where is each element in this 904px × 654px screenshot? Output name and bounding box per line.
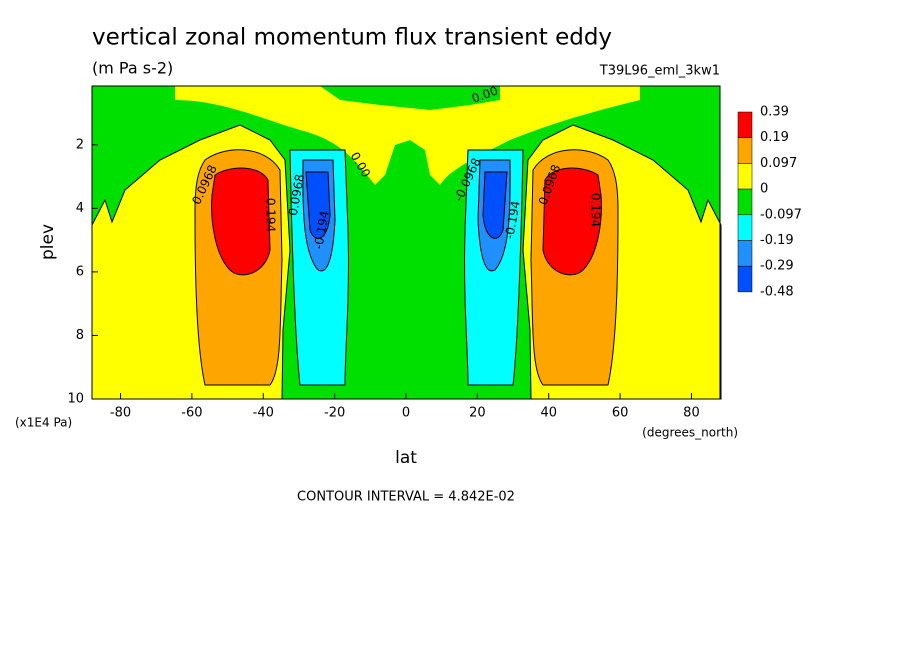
x-tick-label: 0 [402, 406, 410, 421]
y-tick-label: 4 [76, 201, 84, 216]
colorbar-box [737, 111, 753, 138]
x-tick-label: -60 [181, 406, 202, 421]
y-tick-label: 2 [76, 137, 84, 152]
y-tick-label: 8 [76, 328, 84, 343]
y-axis-units: (x1E4 Pa) [15, 416, 72, 430]
chart-subtitle: (m Pa s-2) [92, 59, 173, 78]
colorbar-label: -0.29 [760, 259, 794, 274]
x-tick-label: 60 [612, 406, 629, 421]
run-label: T39L96_eml_3kw1 [599, 64, 720, 79]
field-region [542, 167, 602, 276]
y-tick-label: 10 [67, 392, 84, 407]
colorbar-label: -0.48 [760, 284, 794, 299]
field-region [211, 167, 271, 276]
x-tick-label: -20 [324, 406, 345, 421]
contour-label: -0.194 [502, 200, 523, 241]
field-region [175, 86, 640, 185]
colorbar-box [737, 188, 753, 216]
contour-label: 0.194 [264, 198, 278, 232]
x-tick-label: 80 [683, 406, 700, 421]
x-tick-label: 40 [540, 406, 557, 421]
x-axis-units: (degrees_north) [642, 426, 738, 440]
x-tick-label: 20 [469, 406, 486, 421]
footnote: CONTOUR INTERVAL = 4.842E-02 [297, 490, 515, 505]
colorbar-label: -0.097 [760, 207, 802, 222]
x-tick-label: -80 [110, 406, 131, 421]
colorbar-label: 0.39 [760, 105, 789, 120]
colorbar-box [737, 265, 753, 293]
x-tick-label: -40 [253, 406, 274, 421]
colorbar-label: 0.097 [760, 156, 797, 171]
y-axis-label: plev [38, 224, 58, 260]
colorbar-label: 0 [760, 182, 768, 197]
x-axis-label: lat [395, 448, 417, 468]
colorbar-box [737, 214, 753, 241]
colorbar-box [737, 240, 753, 267]
chart-title: vertical zonal momentum flux transient e… [92, 25, 612, 51]
colorbar-label: 0.19 [760, 130, 789, 145]
field-region [320, 86, 500, 110]
contour-label: -0.194 [311, 210, 332, 251]
colorbar-label: -0.19 [760, 233, 794, 248]
colorbar-box [737, 163, 753, 190]
colorbar-box [737, 137, 753, 164]
field-region [305, 171, 331, 239]
contour-label: 0.194 [589, 193, 603, 227]
field-region [482, 171, 508, 239]
y-tick-label: 6 [76, 264, 84, 279]
